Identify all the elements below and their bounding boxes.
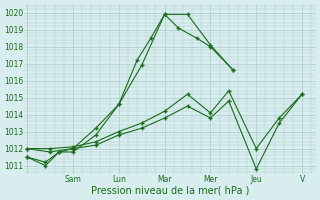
X-axis label: Pression niveau de la mer( hPa ): Pression niveau de la mer( hPa ) xyxy=(91,186,250,196)
